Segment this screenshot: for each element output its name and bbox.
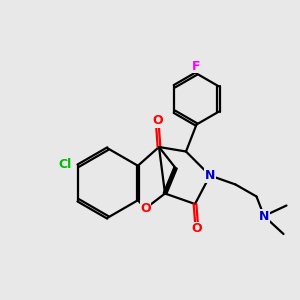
Text: Cl: Cl <box>58 158 71 171</box>
Text: N: N <box>259 209 269 223</box>
Text: O: O <box>140 202 151 215</box>
Text: N: N <box>205 169 215 182</box>
Text: F: F <box>192 59 201 73</box>
Text: O: O <box>191 222 202 236</box>
Text: O: O <box>152 114 163 127</box>
